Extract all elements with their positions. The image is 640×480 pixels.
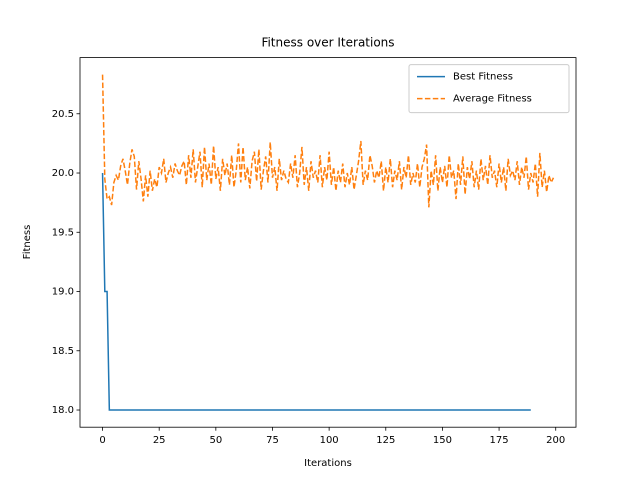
line-series	[101, 74, 555, 208]
x-tick-label: 0	[99, 435, 105, 446]
line-series	[101, 173, 531, 411]
y-tick-label: 20.5	[52, 109, 74, 120]
legend-label: Best Fitness	[453, 72, 513, 83]
x-tick-label: 125	[376, 435, 395, 446]
y-tick-label: 19.5	[52, 227, 74, 238]
x-tick-label: 200	[546, 435, 565, 446]
y-tick-label: 20.0	[52, 168, 74, 179]
y-tick-label: 18.0	[52, 405, 74, 416]
y-tick-label: 18.5	[52, 346, 74, 357]
x-tick-label: 150	[433, 435, 452, 446]
legend-label: Average Fitness	[453, 94, 532, 105]
x-tick-label: 75	[266, 435, 279, 446]
x-axis-label: Iterations	[304, 458, 352, 469]
x-tick-label: 100	[320, 435, 339, 446]
x-tick-label: 25	[153, 435, 166, 446]
chart-title: Fitness over Iterations	[261, 36, 394, 50]
legend-box	[408, 64, 570, 114]
y-tick-label: 19.0	[52, 287, 74, 298]
axes-frame	[79, 57, 577, 428]
x-tick-label: 175	[490, 435, 509, 446]
y-axis-label: Fitness	[22, 225, 33, 260]
x-tick-label: 50	[209, 435, 222, 446]
